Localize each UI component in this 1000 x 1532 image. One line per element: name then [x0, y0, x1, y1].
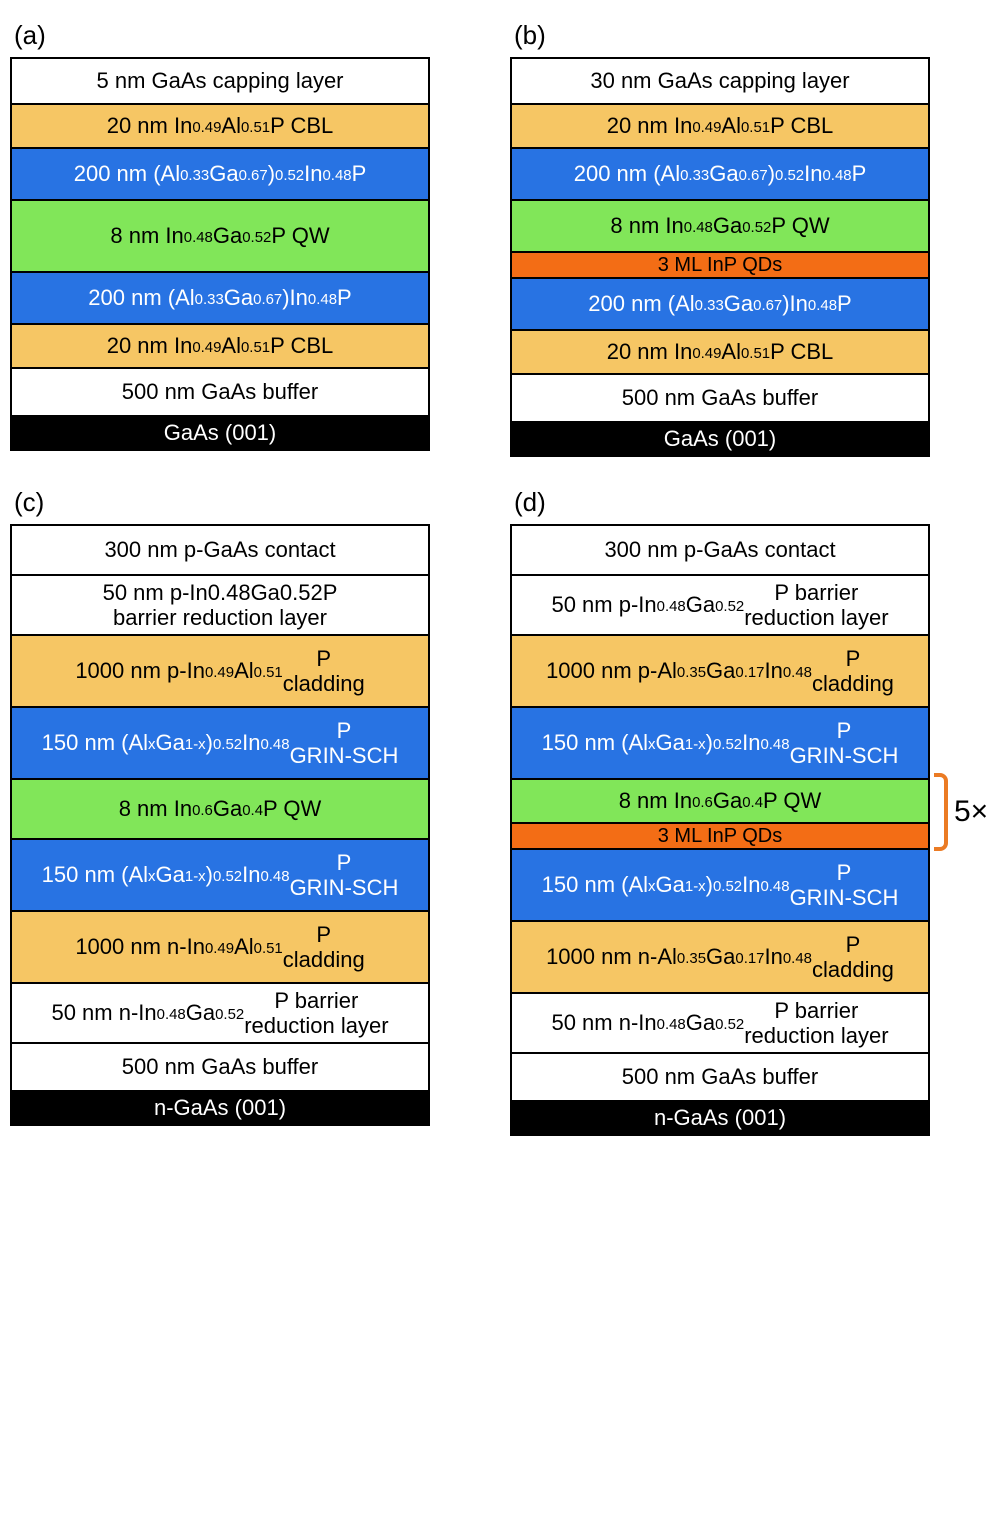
panel-c-layer-7: 50 nm n-In0.48Ga0.52P barrierreduction l… — [12, 982, 428, 1042]
panel-d-stack: 300 nm p-GaAs contact50 nm p-In0.48Ga0.5… — [510, 524, 930, 1136]
panel-b-label: (b) — [510, 20, 990, 51]
panel-b-layer-1: 20 nm In0.49Al0.51P CBL — [512, 103, 928, 147]
panel-b-layer-7: 500 nm GaAs buffer — [512, 373, 928, 421]
panel-b-layer-6: 20 nm In0.49Al0.51P CBL — [512, 329, 928, 373]
diagram-grid: (a) 5 nm GaAs capping layer20 nm In0.49A… — [10, 20, 990, 1136]
panel-b: (b) 30 nm GaAs capping layer20 nm In0.49… — [510, 20, 990, 457]
panel-d-label: (d) — [510, 487, 990, 518]
panel-b-layer-4: 3 ML InP QDs — [512, 251, 928, 277]
panel-a-layer-5: 20 nm In0.49Al0.51P CBL — [12, 323, 428, 367]
panel-c-label: (c) — [10, 487, 490, 518]
panel-a-layer-4: 200 nm (Al0.33Ga0.67)In0.48P — [12, 271, 428, 323]
panel-d-layer-7: 1000 nm n-Al0.35Ga0.17In0.48Pcladding — [512, 920, 928, 992]
panel-a-stack: 5 nm GaAs capping layer20 nm In0.49Al0.5… — [10, 57, 430, 451]
panel-c-layer-5: 150 nm (AlxGa1-x)0.52In0.48PGRIN-SCH — [12, 838, 428, 910]
panel-c-stack: 300 nm p-GaAs contact50 nm p-In0.48Ga0.5… — [10, 524, 430, 1126]
panel-d-layer-1: 50 nm p-In0.48Ga0.52P barrierreduction l… — [512, 574, 928, 634]
panel-c-layer-1: 50 nm p-In0.48Ga0.52Pbarrier reduction l… — [12, 574, 428, 634]
panel-d-layer-3: 150 nm (AlxGa1-x)0.52In0.48PGRIN-SCH — [512, 706, 928, 778]
panel-d: (d) 300 nm p-GaAs contact50 nm p-In0.48G… — [510, 487, 990, 1136]
panel-c-layer-8: 500 nm GaAs buffer — [12, 1042, 428, 1090]
panel-c-layer-4: 8 nm In0.6Ga0.4P QW — [12, 778, 428, 838]
panel-a-layer-2: 200 nm (Al0.33Ga0.67) 0.52In0.48P — [12, 147, 428, 199]
panel-d-layer-10: n-GaAs (001) — [512, 1100, 928, 1134]
panel-c-layer-3: 150 nm (AlxGa1-x)0.52In0.48PGRIN-SCH — [12, 706, 428, 778]
panel-d-layer-5: 3 ML InP QDs — [512, 822, 928, 848]
panel-d-layer-0: 300 nm p-GaAs contact — [512, 526, 928, 574]
panel-d-layer-6: 150 nm (AlxGa1-x)0.52In0.48PGRIN-SCH — [512, 848, 928, 920]
panel-c-layer-0: 300 nm p-GaAs contact — [12, 526, 428, 574]
annotation-text: 5× — [954, 795, 988, 829]
panel-b-layer-0: 30 nm GaAs capping layer — [512, 59, 928, 103]
panel-a-layer-1: 20 nm In0.49Al0.51P CBL — [12, 103, 428, 147]
panel-b-layer-2: 200 nm (Al0.33Ga0.67) 0.52In0.48P — [512, 147, 928, 199]
panel-b-layer-8: GaAs (001) — [512, 421, 928, 455]
panel-a: (a) 5 nm GaAs capping layer20 nm In0.49A… — [10, 20, 490, 457]
panel-b-layer-5: 200 nm (Al0.33Ga0.67)In0.48P — [512, 277, 928, 329]
panel-a-layer-0: 5 nm GaAs capping layer — [12, 59, 428, 103]
panel-d-layer-9: 500 nm GaAs buffer — [512, 1052, 928, 1100]
panel-a-layer-3: 8 nm In0.48Ga0.52P QW — [12, 199, 428, 271]
panel-d-annotation: 5× — [934, 773, 988, 851]
panel-b-stack: 30 nm GaAs capping layer20 nm In0.49Al0.… — [510, 57, 930, 457]
panel-c-layer-6: 1000 nm n-In0.49Al0.51Pcladding — [12, 910, 428, 982]
panel-c-layer-9: n-GaAs (001) — [12, 1090, 428, 1124]
panel-d-layer-4: 8 nm In0.6Ga0.4P QW — [512, 778, 928, 822]
panel-c: (c) 300 nm p-GaAs contact50 nm p-In0.48G… — [10, 487, 490, 1136]
panel-a-layer-7: GaAs (001) — [12, 415, 428, 449]
bracket-icon — [934, 773, 948, 851]
panel-d-layer-2: 1000 nm p-Al0.35Ga0.17In0.48Pcladding — [512, 634, 928, 706]
panel-a-layer-6: 500 nm GaAs buffer — [12, 367, 428, 415]
panel-d-layer-8: 50 nm n-In0.48Ga0.52P barrierreduction l… — [512, 992, 928, 1052]
panel-c-layer-2: 1000 nm p-In0.49Al0.51Pcladding — [12, 634, 428, 706]
panel-a-label: (a) — [10, 20, 490, 51]
panel-b-layer-3: 8 nm In0.48Ga0.52P QW — [512, 199, 928, 251]
